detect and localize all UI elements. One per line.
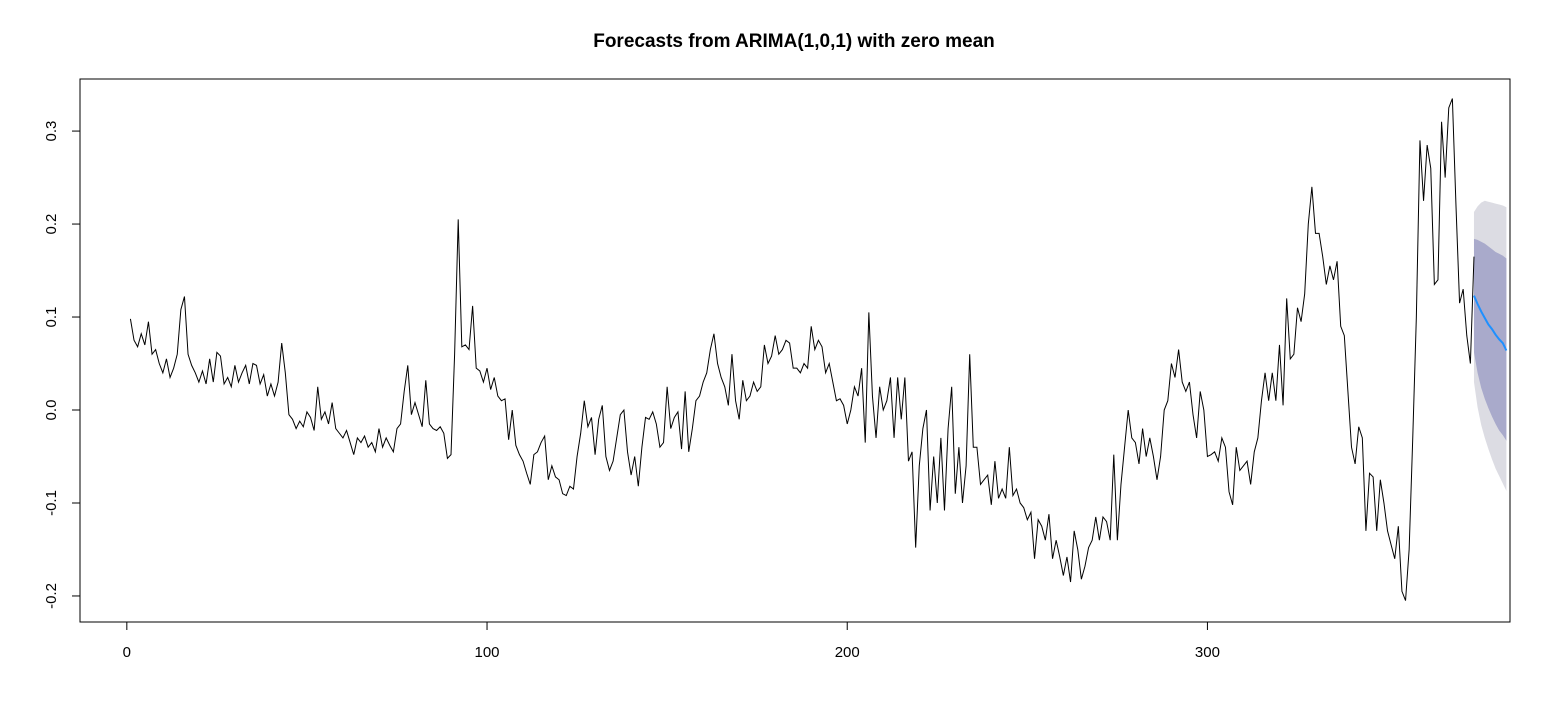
prediction-interval-80-band — [1473, 238, 1507, 441]
y-tick-label: -0.1 — [43, 490, 60, 516]
observed-series-line — [129, 98, 1475, 601]
x-axis: 0 100 200 300 — [123, 621, 1220, 661]
plot-frame — [79, 78, 1511, 623]
y-axis: -0.2 -0.1 0.0 0.1 0.2 0.3 — [43, 121, 81, 609]
observed-series-layer — [129, 98, 1475, 601]
y-tick-label: 0.1 — [43, 307, 60, 328]
forecast-mean-layer — [1473, 295, 1508, 351]
prediction-interval-80-layer — [1473, 238, 1507, 441]
y-tick-label: 0.3 — [43, 121, 60, 142]
y-tick-label: 0.0 — [43, 400, 60, 421]
x-tick-label: 100 — [475, 644, 500, 661]
chart-title: Forecasts from ARIMA(1,0,1) with zero me… — [593, 31, 995, 52]
x-tick-label: 300 — [1195, 644, 1220, 661]
forecast-mean-line — [1473, 295, 1508, 351]
y-tick-label: -0.2 — [43, 583, 60, 609]
x-tick-label: 0 — [123, 644, 131, 661]
x-tick-label: 200 — [835, 644, 860, 661]
y-tick-label: 0.2 — [43, 214, 60, 235]
